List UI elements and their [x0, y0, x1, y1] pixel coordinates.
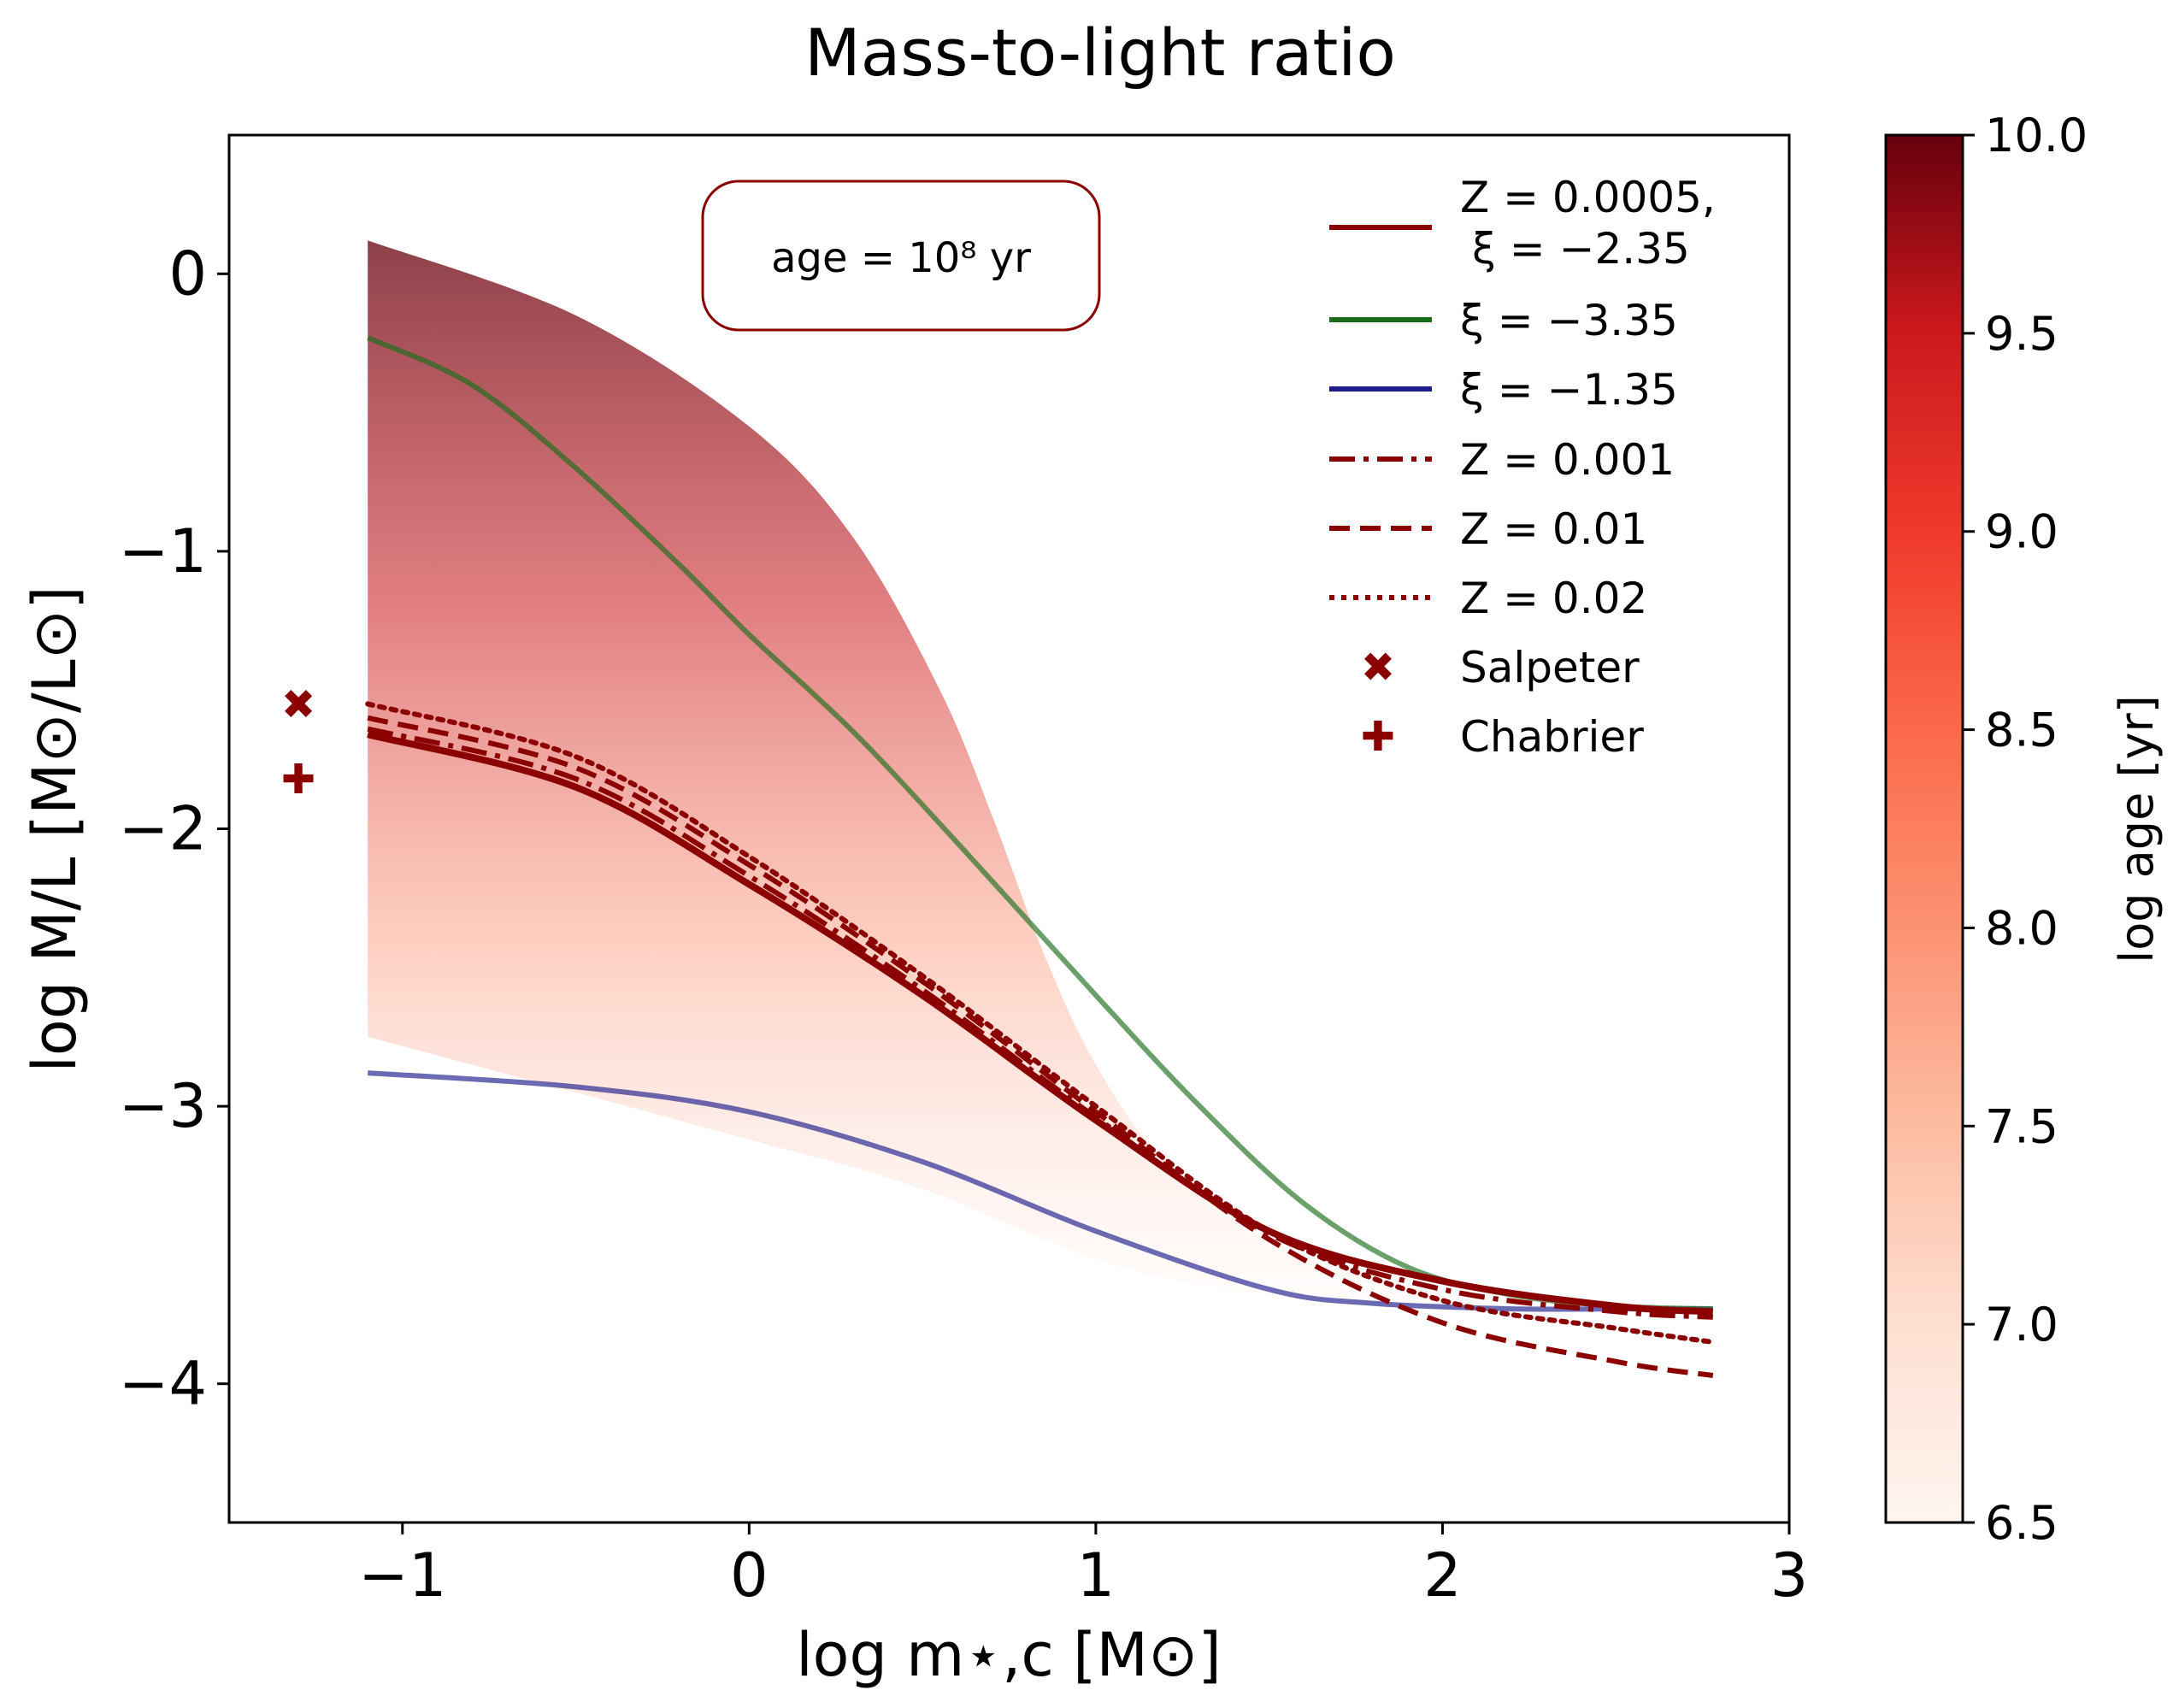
markers-layer: ✖✚ [281, 680, 315, 804]
series-line-3 [367, 726, 1713, 1320]
x-tick-label: 3 [1770, 1540, 1809, 1611]
legend-label-chabrier: Chabrier [1460, 712, 1644, 762]
y-tick-label: −1 [119, 516, 207, 586]
y-axis-label: log M/L [M⊙/L⊙] [20, 586, 90, 1072]
y-tick-label: −3 [119, 1071, 207, 1141]
x-tick-label: 1 [1077, 1540, 1116, 1611]
colorbar-gradient [1884, 133, 1964, 1524]
colorbar-ticks: 10.0 9.5 9.0 8.5 8.0 7.5 7.0 6.5 [1963, 109, 2088, 1550]
colorbar-tick-label: 9.0 [1985, 505, 2058, 559]
series-layer [365, 335, 1716, 1378]
colorbar-tick-label: 9.5 [1985, 307, 2058, 361]
chart-title: Mass-to-light ratio [804, 15, 1396, 91]
colorbar-tick-label: 8.5 [1985, 704, 2058, 757]
colorbar-tick-label: 8.0 [1985, 901, 2058, 955]
y-tick-label: 0 [168, 239, 207, 309]
legend-label-salpeter: Salpeter [1460, 643, 1640, 692]
legend-label-main-line1: Z = 0.0005, [1460, 173, 1716, 222]
marker-chabrier-icon: ✚ [281, 756, 315, 804]
x-axis-label: log m⋆,c [M⊙] [796, 1620, 1222, 1690]
series-line-2 [367, 1070, 1713, 1312]
series-line-5 [365, 701, 1716, 1345]
legend-label-main-line2: ξ = −2.35 [1472, 224, 1690, 274]
legend-label-dashdot: Z = 0.001 [1460, 435, 1675, 485]
x-tick-label: 2 [1423, 1540, 1462, 1611]
series-line-4 [367, 715, 1714, 1378]
marker-salpeter-icon: ✖ [281, 680, 315, 728]
legend-label-blue: ξ = −1.35 [1460, 365, 1678, 415]
legend-label-green: ξ = −3.35 [1460, 296, 1678, 345]
age-band [368, 240, 1713, 1310]
age-annotation: age = 10⁸ yr [701, 180, 1101, 332]
colorbar-label: log age [yr] [2110, 695, 2164, 963]
y-tick-label: −4 [119, 1349, 207, 1419]
colorbar-tick-label: 7.5 [1985, 1099, 2058, 1153]
colorbar-tick-label: 6.5 [1985, 1496, 2058, 1550]
legend-marker-salpeter-icon: ✖ [1361, 644, 1395, 692]
legend-marker-chabrier-icon: ✚ [1361, 713, 1395, 761]
legend: Z = 0.0005, ξ = −2.35 ξ = −3.35 ξ = −1.3… [1329, 173, 1716, 762]
x-tick-label: 0 [730, 1540, 769, 1611]
x-tick-label: −1 [358, 1540, 446, 1611]
colorbar-tick-label: 7.0 [1985, 1298, 2058, 1352]
annotation-box [701, 180, 1101, 332]
series-line-0 [367, 731, 1714, 1316]
colorbar-tick-label: 10.0 [1985, 109, 2088, 162]
y-tick-label: −2 [119, 794, 207, 864]
legend-label-dashed: Z = 0.01 [1460, 504, 1647, 554]
y-axis-ticks: 0 −1 −2 −3 −4 [119, 239, 229, 1419]
legend-label-dotted: Z = 0.02 [1460, 574, 1647, 623]
colorbar: 10.0 9.5 9.0 8.5 8.0 7.5 7.0 6.5 log age [yr] [1884, 109, 2164, 1550]
x-axis-ticks: −1 0 1 2 3 [358, 1522, 1808, 1611]
annotation-text: age = 10⁸ yr [771, 234, 1031, 282]
